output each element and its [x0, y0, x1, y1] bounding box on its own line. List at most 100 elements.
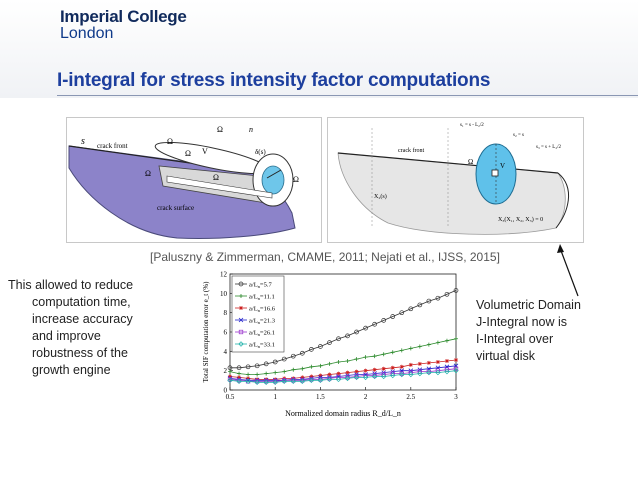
data-point: [239, 306, 243, 310]
data-point: [318, 373, 323, 378]
data-point: [273, 370, 278, 375]
label-s: s: [81, 136, 85, 147]
label-s1: s₁ = s - L₂/2: [460, 123, 484, 128]
data-point: [336, 336, 341, 342]
data-point: [318, 344, 323, 349]
data-point: [238, 329, 244, 335]
data-point: [272, 359, 278, 365]
data-point: [372, 367, 377, 372]
data-point: [363, 355, 368, 360]
data-point: [246, 372, 251, 377]
data-point: [254, 379, 260, 385]
chart-svg: 0.5 1 1.5 2 2.5 3 0 2 4 6 8 10 12 a/Ln=5.7 a/Ln=11.1 a…: [202, 271, 459, 418]
data-point: [291, 378, 296, 383]
data-point: [326, 376, 333, 383]
label-s2: s₂ = s: [513, 133, 524, 138]
data-point: [281, 378, 287, 384]
left-text-line-1: This allowed to reduce: [8, 278, 134, 292]
data-point: [227, 377, 233, 384]
data-point: [345, 375, 350, 380]
crack-front-diagram-right: crack front s₁ = s - L₂/2 s₂ = s s₃ = s …: [327, 117, 584, 243]
data-point: [309, 377, 314, 382]
data-point: [408, 306, 414, 312]
data-point: [354, 369, 359, 374]
data-point: [371, 373, 378, 380]
data-point: [381, 352, 386, 357]
x-tick-label: 2: [364, 393, 368, 401]
y-tick-label: 8: [224, 309, 228, 317]
callout-arrow: [557, 244, 579, 297]
data-point: [444, 338, 449, 343]
x-tick-label: 2.5: [406, 393, 415, 401]
label-crack-front: crack front: [97, 142, 128, 150]
data-point: [444, 359, 449, 363]
data-point: [399, 364, 404, 369]
y-tick-label: 4: [224, 348, 228, 356]
y-tick-label: 10: [220, 290, 228, 298]
right-text-line-3: I-Integral over: [476, 332, 554, 346]
end-disk-blue: [261, 165, 285, 195]
right-text-line-1: Volumetric Domain: [476, 298, 581, 312]
data-point: [246, 376, 251, 381]
left-text-line-2: computation time,: [32, 295, 131, 309]
data-point: [254, 379, 260, 384]
y-tick-label: 0: [224, 387, 228, 395]
data-point: [327, 361, 332, 366]
data-point: [327, 376, 332, 381]
data-point: [272, 379, 278, 385]
legend-label: a/Ln=33.1: [249, 342, 275, 350]
crack-opening: [166, 175, 273, 199]
disk-diagram-svg: crack front s₁ = s - L₂/2 s₂ = s s₃ = s …: [337, 123, 570, 235]
data-point: [426, 369, 432, 376]
data-point: [228, 374, 232, 379]
data-point: [290, 353, 296, 359]
data-point: [309, 347, 314, 352]
data-point: [263, 379, 269, 385]
label-crack-surface: crack surface: [157, 204, 194, 212]
legend-label: a/Ln=5.7: [249, 282, 272, 290]
logo-line-2: London: [60, 25, 114, 42]
label-crack-front-right: crack front: [398, 147, 424, 154]
data-point: [381, 318, 387, 323]
data-point: [299, 378, 306, 384]
data-point: [381, 366, 386, 371]
data-point: [345, 370, 350, 375]
label-n: n: [249, 125, 253, 134]
data-point: [299, 350, 305, 356]
data-point: [317, 377, 324, 384]
label-omega-s: Ω: [213, 173, 219, 182]
data-point: [354, 357, 359, 362]
crack-diagram-svg: s crack front Ω Ω Ω V δ(s) Ω Ω Ω crack s…: [68, 125, 299, 240]
data-point: [354, 374, 359, 379]
data-point: [227, 377, 233, 382]
data-point: [327, 372, 332, 377]
data-point: [336, 359, 341, 364]
data-point: [236, 378, 242, 383]
legend-label: a/Ln=26.1: [249, 330, 275, 338]
data-point: [263, 361, 269, 367]
y-tick-label: 6: [224, 329, 228, 337]
data-point: [281, 356, 287, 362]
data-point: [237, 371, 242, 376]
data-point: [372, 354, 377, 359]
data-point: [300, 375, 305, 380]
data-point: [239, 294, 243, 298]
legend-label: a/Ln=21.3: [249, 318, 275, 326]
label-v-right: V: [500, 162, 505, 170]
legend-label: a/Ln=11.1: [249, 294, 275, 302]
data-point: [399, 348, 404, 353]
data-point: [453, 366, 459, 371]
error-chart: 0.5 1 1.5 2 2.5 3 0 2 4 6 8 10 12 a/Ln=5.7 a/Ln=11.1 a…: [196, 268, 472, 420]
data-point: [255, 372, 260, 377]
data-point: [238, 341, 244, 347]
x-tick-label: 3: [454, 393, 458, 401]
data-point: [363, 325, 368, 331]
data-point: [408, 362, 413, 367]
data-point: [238, 281, 244, 287]
data-point: [380, 373, 387, 380]
data-point: [408, 371, 414, 378]
label-omega: Ω: [185, 149, 191, 158]
data-point: [309, 364, 314, 369]
data-point: [453, 367, 459, 374]
data-point: [444, 291, 450, 297]
